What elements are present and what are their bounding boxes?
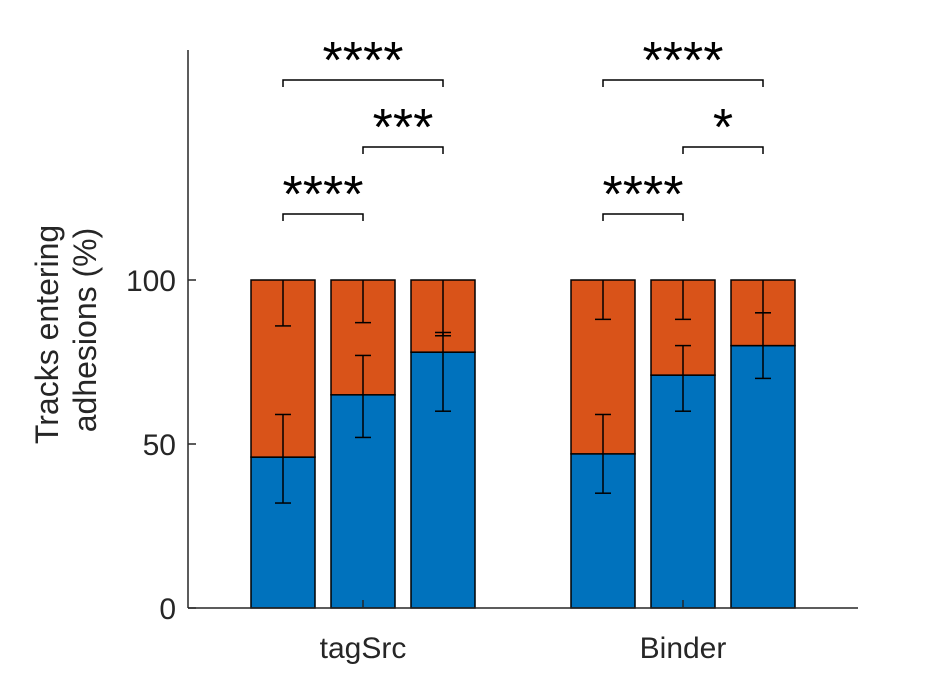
bar-bottom-segment [730, 344, 796, 609]
bars-layer [250, 279, 796, 609]
y-axis-title-line-2: adhesions (%) [67, 228, 103, 433]
y-tick-label: 100 [126, 265, 176, 298]
significance-stars: **** [603, 166, 684, 224]
significance-bracket [682, 146, 764, 154]
significance-bracket [362, 146, 444, 154]
y-tick-layer: 0 50 100 [126, 265, 196, 626]
x-tick-label: tagSrc [320, 632, 407, 665]
significance-stars: **** [643, 32, 724, 90]
significance-stars: * [713, 99, 733, 157]
significance-stars: *** [373, 99, 434, 157]
significance-bracket [282, 213, 364, 221]
significance-stars: **** [323, 32, 404, 90]
significance-bracket [602, 213, 684, 221]
significance-bracket [282, 79, 444, 87]
y-tick-label: 50 [143, 429, 176, 462]
significance-layer: ******************** [282, 32, 764, 224]
x-tick-label: Binder [640, 632, 727, 665]
y-tick-label: 0 [159, 593, 176, 626]
significance-stars: **** [283, 166, 364, 224]
x-tick-layer: tagSrc Binder [320, 600, 727, 665]
axis-layer [187, 50, 858, 609]
y-axis-title: Tracks entering adhesions (%) [29, 216, 103, 444]
y-axis-title-line-1: Tracks entering [29, 225, 65, 444]
significance-bracket [602, 79, 764, 87]
error-bars-layer [275, 280, 771, 504]
